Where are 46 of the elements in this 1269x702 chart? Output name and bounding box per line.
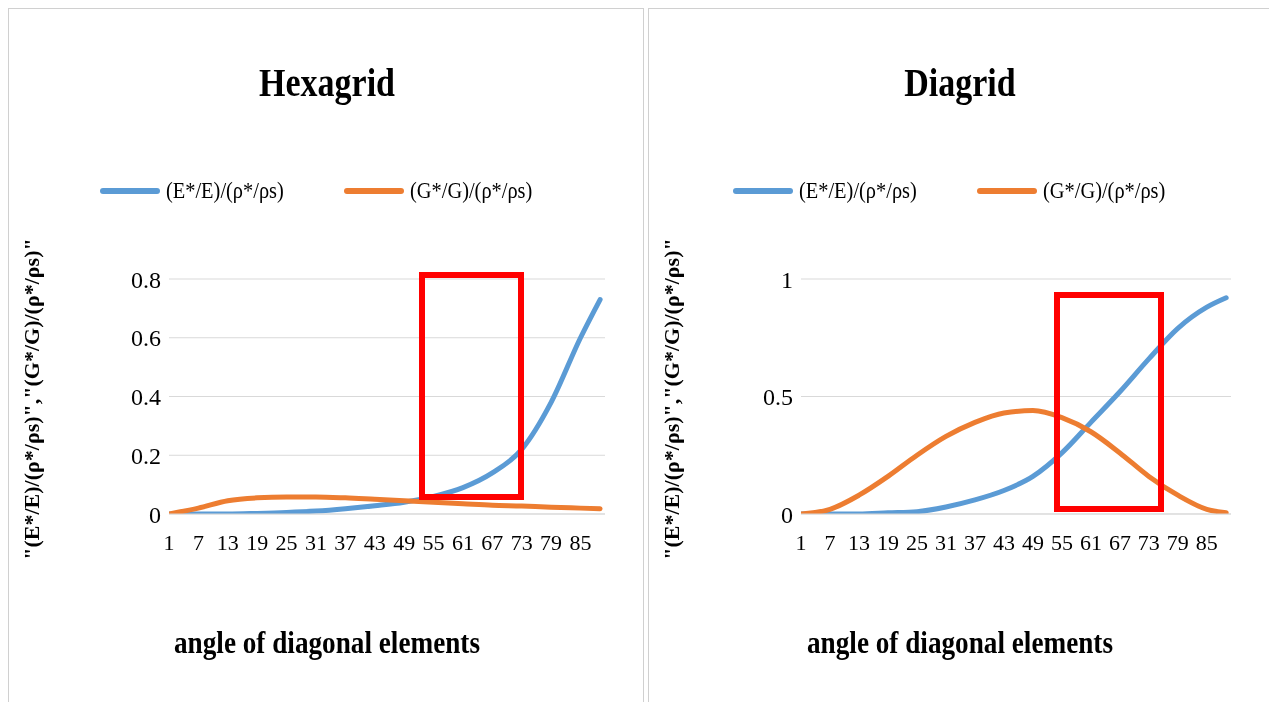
y-axis-title: "(E*/E)/(ρ*/ρs)","(G*/G)/(ρ*/ρs)" xyxy=(19,237,45,562)
x-tick-label: 7 xyxy=(824,529,836,555)
x-tick-label: 19 xyxy=(246,529,269,555)
x-tick-label: 25 xyxy=(905,529,928,555)
x-tick-label: 13 xyxy=(216,529,239,555)
x-tick-label: 43 xyxy=(992,529,1015,555)
x-tick-label: 49 xyxy=(1021,529,1044,555)
x-tick-label: 43 xyxy=(363,529,386,555)
x-tick-label: 13 xyxy=(847,529,870,555)
y-axis-title: "(E*/E)/(ρ*/ρs)","(G*/G)/(ρ*/ρs)" xyxy=(659,237,685,562)
y-tick-label: 1 xyxy=(781,266,793,293)
x-tick-label: 61 xyxy=(1079,529,1102,555)
x-axis-title: angle of diagonal elements xyxy=(173,624,481,661)
legend-label: (E*/E)/(ρ*/ρs) xyxy=(165,177,284,204)
x-tick-label: 67 xyxy=(1108,529,1131,555)
x-tick-label: 61 xyxy=(451,529,474,555)
y-tick-label: 0.6 xyxy=(131,325,161,352)
x-tick-label: 37 xyxy=(334,529,357,555)
y-tick-label: 0 xyxy=(781,501,793,528)
x-tick-label: 19 xyxy=(876,529,899,555)
x-tick-label: 67 xyxy=(481,529,504,555)
x-tick-label: 55 xyxy=(422,529,445,555)
x-axis-title: angle of diagonal elements xyxy=(806,624,1114,661)
y-tick-label: 0.5 xyxy=(763,384,793,411)
x-tick-label: 79 xyxy=(1166,529,1189,555)
x-tick-label: 73 xyxy=(1137,529,1160,555)
x-tick-label: 73 xyxy=(510,529,533,555)
x-tick-label: 31 xyxy=(934,529,957,555)
x-tick-label: 25 xyxy=(275,529,298,555)
chart-title: Hexagrid xyxy=(258,59,396,106)
x-tick-label: 79 xyxy=(540,529,563,555)
legend-label: (G*/G)/(ρ*/ρs) xyxy=(1043,177,1166,204)
legend-label: (E*/E)/(ρ*/ρs) xyxy=(798,177,917,204)
y-tick-label: 0.4 xyxy=(131,384,161,411)
y-tick-label: 0 xyxy=(149,501,161,528)
x-tick-label: 37 xyxy=(963,529,986,555)
y-tick-label: 0.8 xyxy=(131,266,161,293)
x-tick-label: 31 xyxy=(304,529,327,555)
x-tick-label: 7 xyxy=(192,529,204,555)
chart-title: Diagrid xyxy=(903,59,1017,106)
legend-label: (G*/G)/(ρ*/ρs) xyxy=(410,177,533,204)
x-tick-label: 55 xyxy=(1050,529,1073,555)
x-tick-label: 85 xyxy=(569,529,592,555)
x-tick-label: 49 xyxy=(393,529,416,555)
y-tick-label: 0.2 xyxy=(131,442,161,469)
x-tick-label: 85 xyxy=(1195,529,1218,555)
